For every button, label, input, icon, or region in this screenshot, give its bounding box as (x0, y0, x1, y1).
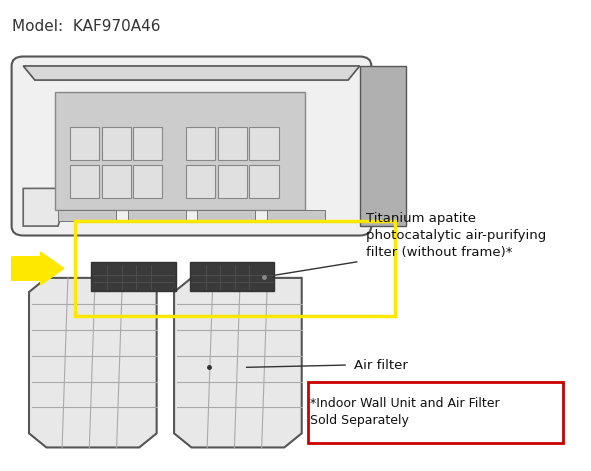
FancyBboxPatch shape (91, 262, 176, 291)
Bar (102, 165, 131, 198)
Bar (70, 127, 99, 160)
FancyBboxPatch shape (12, 57, 371, 236)
Text: Air filter: Air filter (354, 358, 408, 372)
Bar (217, 127, 246, 160)
Bar (70, 165, 99, 198)
Bar (102, 127, 131, 160)
Bar (217, 165, 246, 198)
Bar (249, 127, 278, 160)
Text: Model:  KAF970A46: Model: KAF970A46 (12, 19, 160, 34)
FancyArrow shape (12, 252, 64, 285)
Bar (186, 165, 215, 198)
Bar (197, 210, 255, 221)
Bar (267, 210, 325, 221)
Bar (360, 66, 406, 226)
Bar (76, 221, 395, 316)
Text: Titanium apatite
photocatalytic air-purifying
filter (without frame)*: Titanium apatite photocatalytic air-puri… (366, 212, 545, 259)
Text: *Indoor Wall Unit and Air Filter
Sold Separately: *Indoor Wall Unit and Air Filter Sold Se… (310, 397, 500, 427)
Bar (307, 382, 563, 443)
Bar (249, 165, 278, 198)
Polygon shape (23, 188, 70, 226)
Polygon shape (29, 278, 157, 447)
Bar (134, 165, 163, 198)
Polygon shape (23, 66, 360, 80)
Bar (134, 127, 163, 160)
FancyBboxPatch shape (190, 262, 274, 291)
FancyBboxPatch shape (55, 92, 304, 210)
Bar (186, 127, 215, 160)
Polygon shape (174, 278, 302, 447)
Bar (128, 210, 186, 221)
Bar (58, 210, 116, 221)
